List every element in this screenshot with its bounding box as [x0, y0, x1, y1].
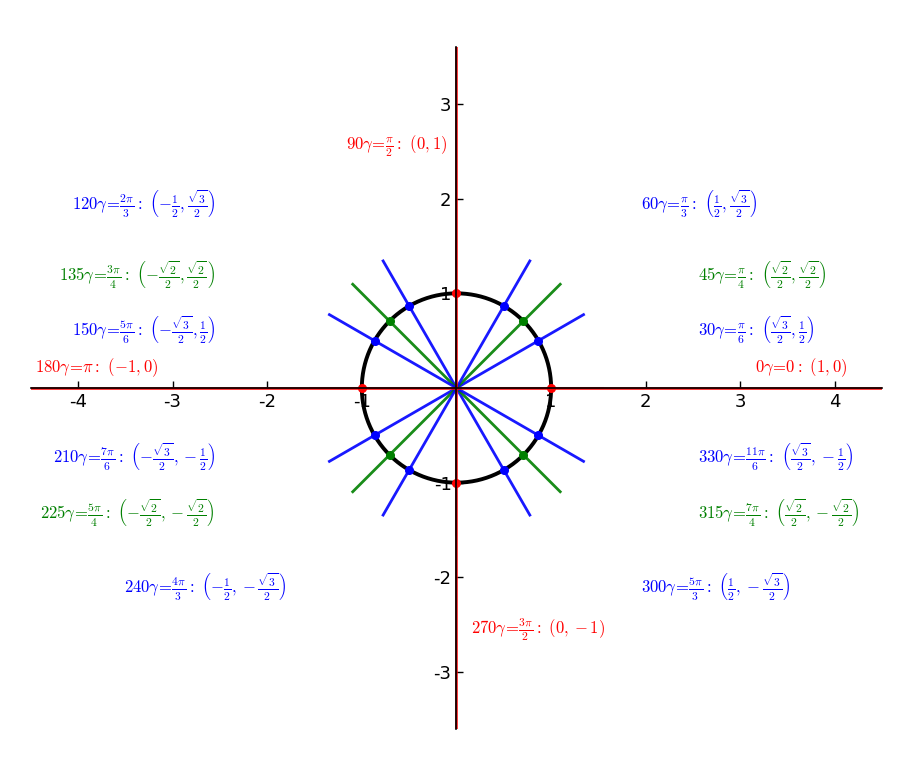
Text: $315°\!=\!\frac{7\pi}{4}:$ $\left(\frac{\sqrt{2}}{2},-\frac{\sqrt{2}}{2}\right)$: $315°\!=\!\frac{7\pi}{4}:$ $\left(\frac{… — [698, 497, 860, 528]
Text: $120°\!=\!\frac{2\pi}{3}:$ $\left(-\frac{1}{2},\frac{\sqrt{3}}{2}\right)$: $120°\!=\!\frac{2\pi}{3}:$ $\left(-\frac… — [72, 188, 215, 219]
Text: $270°\!=\!\frac{3\pi}{2}:$ $(0,-1)$: $270°\!=\!\frac{3\pi}{2}:$ $(0,-1)$ — [471, 616, 605, 643]
Text: $330°\!=\!\frac{11\pi}{6}:$ $\left(\frac{\sqrt{3}}{2},-\frac{1}{2}\right)$: $330°\!=\!\frac{11\pi}{6}:$ $\left(\frac… — [698, 441, 853, 472]
Text: $240°\!=\!\frac{4\pi}{3}:$ $\left(-\frac{1}{2},-\frac{\sqrt{3}}{2}\right)$: $240°\!=\!\frac{4\pi}{3}:$ $\left(-\frac… — [124, 571, 286, 602]
Text: $45°\!=\!\frac{\pi}{4}:$ $\left(\frac{\sqrt{2}}{2},\frac{\sqrt{2}}{2}\right)$: $45°\!=\!\frac{\pi}{4}:$ $\left(\frac{\s… — [698, 259, 826, 290]
Text: $210°\!=\!\frac{7\pi}{6}:$ $\left(-\frac{\sqrt{3}}{2},-\frac{1}{2}\right)$: $210°\!=\!\frac{7\pi}{6}:$ $\left(-\frac… — [53, 441, 215, 472]
Text: $150°\!=\!\frac{5\pi}{6}:$ $\left(-\frac{\sqrt{3}}{2},\frac{1}{2}\right)$: $150°\!=\!\frac{5\pi}{6}:$ $\left(-\frac… — [72, 314, 215, 345]
Text: $0°\!=\!0:$ $(1,0)$: $0°\!=\!0:$ $(1,0)$ — [754, 356, 847, 379]
Text: $60°\!=\!\frac{\pi}{3}:$ $\left(\frac{1}{2},\frac{\sqrt{3}}{2}\right)$: $60°\!=\!\frac{\pi}{3}:$ $\left(\frac{1}… — [641, 188, 758, 219]
Text: $300°\!=\!\frac{5\pi}{3}:$ $\left(\frac{1}{2},-\frac{\sqrt{3}}{2}\right)$: $300°\!=\!\frac{5\pi}{3}:$ $\left(\frac{… — [641, 571, 790, 602]
Text: $30°\!=\!\frac{\pi}{6}:$ $\left(\frac{\sqrt{3}}{2},\frac{1}{2}\right)$: $30°\!=\!\frac{\pi}{6}:$ $\left(\frac{\s… — [698, 314, 814, 345]
Text: $135°\!=\!\frac{3\pi}{4}:$ $\left(-\frac{\sqrt{2}}{2},\frac{\sqrt{2}}{2}\right)$: $135°\!=\!\frac{3\pi}{4}:$ $\left(-\frac… — [59, 259, 215, 290]
Text: $180°\!=\!\pi:$ $(-1,0)$: $180°\!=\!\pi:$ $(-1,0)$ — [35, 356, 158, 379]
Text: $90°\!=\!\frac{\pi}{2}:$ $(0,1)$: $90°\!=\!\frac{\pi}{2}:$ $(0,1)$ — [346, 134, 447, 159]
Text: $225°\!=\!\frac{5\pi}{4}:$ $\left(-\frac{\sqrt{2}}{2},-\frac{\sqrt{2}}{2}\right): $225°\!=\!\frac{5\pi}{4}:$ $\left(-\frac… — [40, 497, 215, 528]
